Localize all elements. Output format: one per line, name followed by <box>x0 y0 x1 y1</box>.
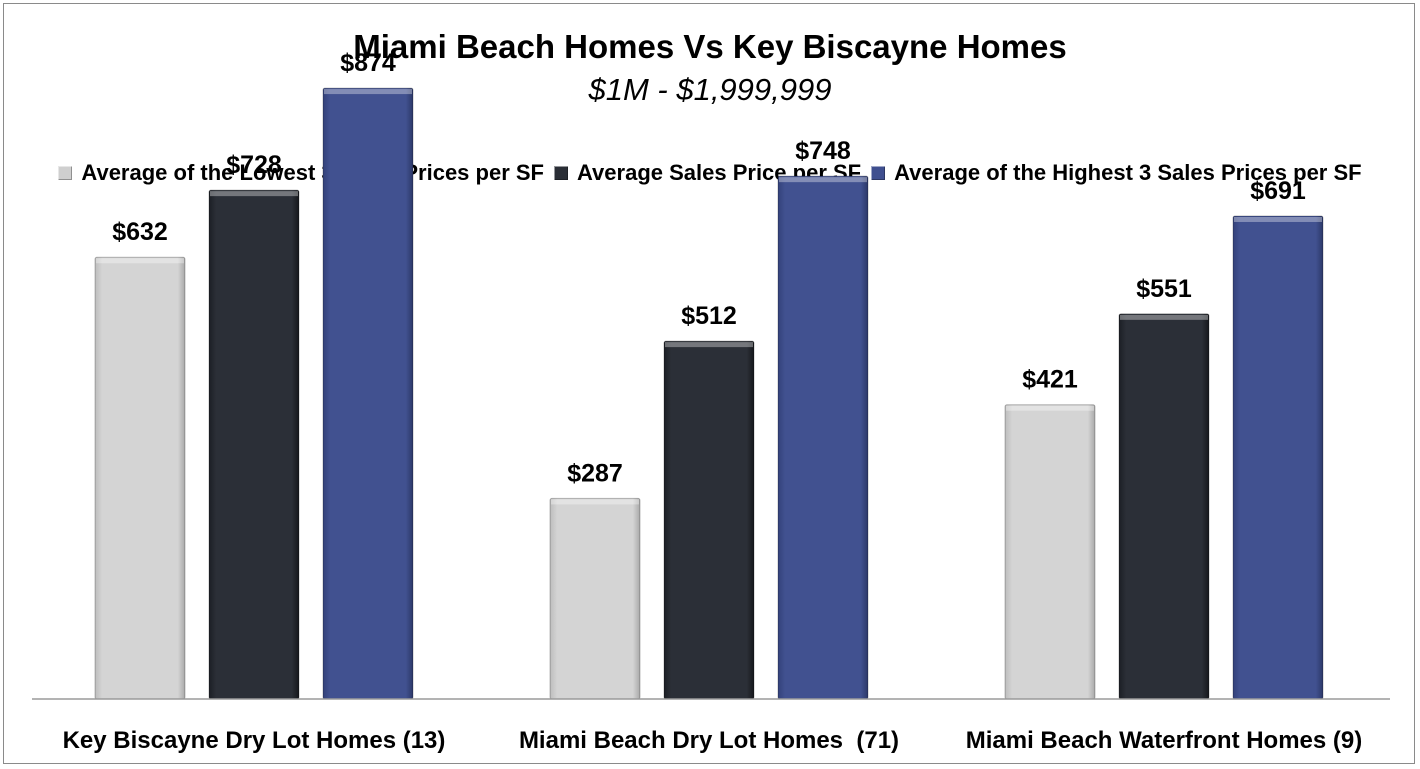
category-label-1: Miami Beach Dry Lot Homes (71) <box>519 727 899 754</box>
data-label-key-biscayne-dry-lot-homes-13-series-1: $728 <box>226 151 282 179</box>
bar-key-biscayne-dry-lot-homes-13-series-1 <box>208 189 300 700</box>
category-label-2: Miami Beach Waterfront Homes (9) <box>966 727 1363 754</box>
bar-miami-beach-waterfront-homes-9-series-1 <box>1118 313 1210 700</box>
legend-swatch-average <box>553 166 568 180</box>
bar-miami-beach-waterfront-homes-9-series-2 <box>1232 215 1324 700</box>
chart-subtitle: $1M - $1,999,999 <box>588 72 832 107</box>
bar-miami-beach-dry-lot-homes-71-series-2 <box>777 175 869 700</box>
bar-miami-beach-dry-lot-homes-71-series-0 <box>549 497 641 700</box>
bar-bevel <box>1234 216 1322 222</box>
bar-bevel <box>96 258 184 264</box>
data-label-key-biscayne-dry-lot-homes-13-series-0: $632 <box>112 218 168 246</box>
chart-legend: Average of the Lowest 3 Sales Prices per… <box>0 160 1420 186</box>
bar-bevel <box>665 342 753 348</box>
data-label-miami-beach-dry-lot-homes-71-series-1: $512 <box>681 302 737 330</box>
bar-bevel <box>779 177 867 183</box>
data-label-miami-beach-waterfront-homes-9-series-0: $421 <box>1022 366 1078 394</box>
legend-label-lowest: Average of the Lowest 3 Sales Prices per… <box>81 160 544 185</box>
bar-bevel <box>1120 314 1208 320</box>
bar-miami-beach-dry-lot-homes-71-series-1 <box>663 340 755 700</box>
bar-bevel <box>324 89 412 95</box>
data-label-miami-beach-waterfront-homes-9-series-1: $551 <box>1136 275 1192 303</box>
legend-item-lowest: Average of the Lowest 3 Sales Prices per… <box>58 160 544 186</box>
data-label-miami-beach-waterfront-homes-9-series-2: $691 <box>1250 177 1306 205</box>
data-label-key-biscayne-dry-lot-homes-13-series-2: $874 <box>340 49 396 77</box>
bar-bevel <box>210 191 298 197</box>
legend-label-highest: Average of the Highest 3 Sales Prices pe… <box>894 160 1362 185</box>
legend-swatch-highest <box>871 166 886 180</box>
bar-bevel <box>551 499 639 505</box>
category-label-0: Key Biscayne Dry Lot Homes (13) <box>63 727 446 754</box>
legend-item-highest: Average of the Highest 3 Sales Prices pe… <box>871 160 1362 186</box>
bar-miami-beach-waterfront-homes-9-series-0 <box>1004 404 1096 700</box>
chart-title: Miami Beach Homes Vs Key Biscayne Homes <box>353 28 1067 65</box>
legend-swatch-lowest <box>58 166 73 180</box>
bar-bevel <box>1006 405 1094 411</box>
data-label-miami-beach-dry-lot-homes-71-series-0: $287 <box>567 459 623 487</box>
data-label-miami-beach-dry-lot-homes-71-series-2: $748 <box>795 137 851 165</box>
bar-key-biscayne-dry-lot-homes-13-series-0 <box>94 256 186 700</box>
bar-key-biscayne-dry-lot-homes-13-series-2 <box>322 87 414 700</box>
